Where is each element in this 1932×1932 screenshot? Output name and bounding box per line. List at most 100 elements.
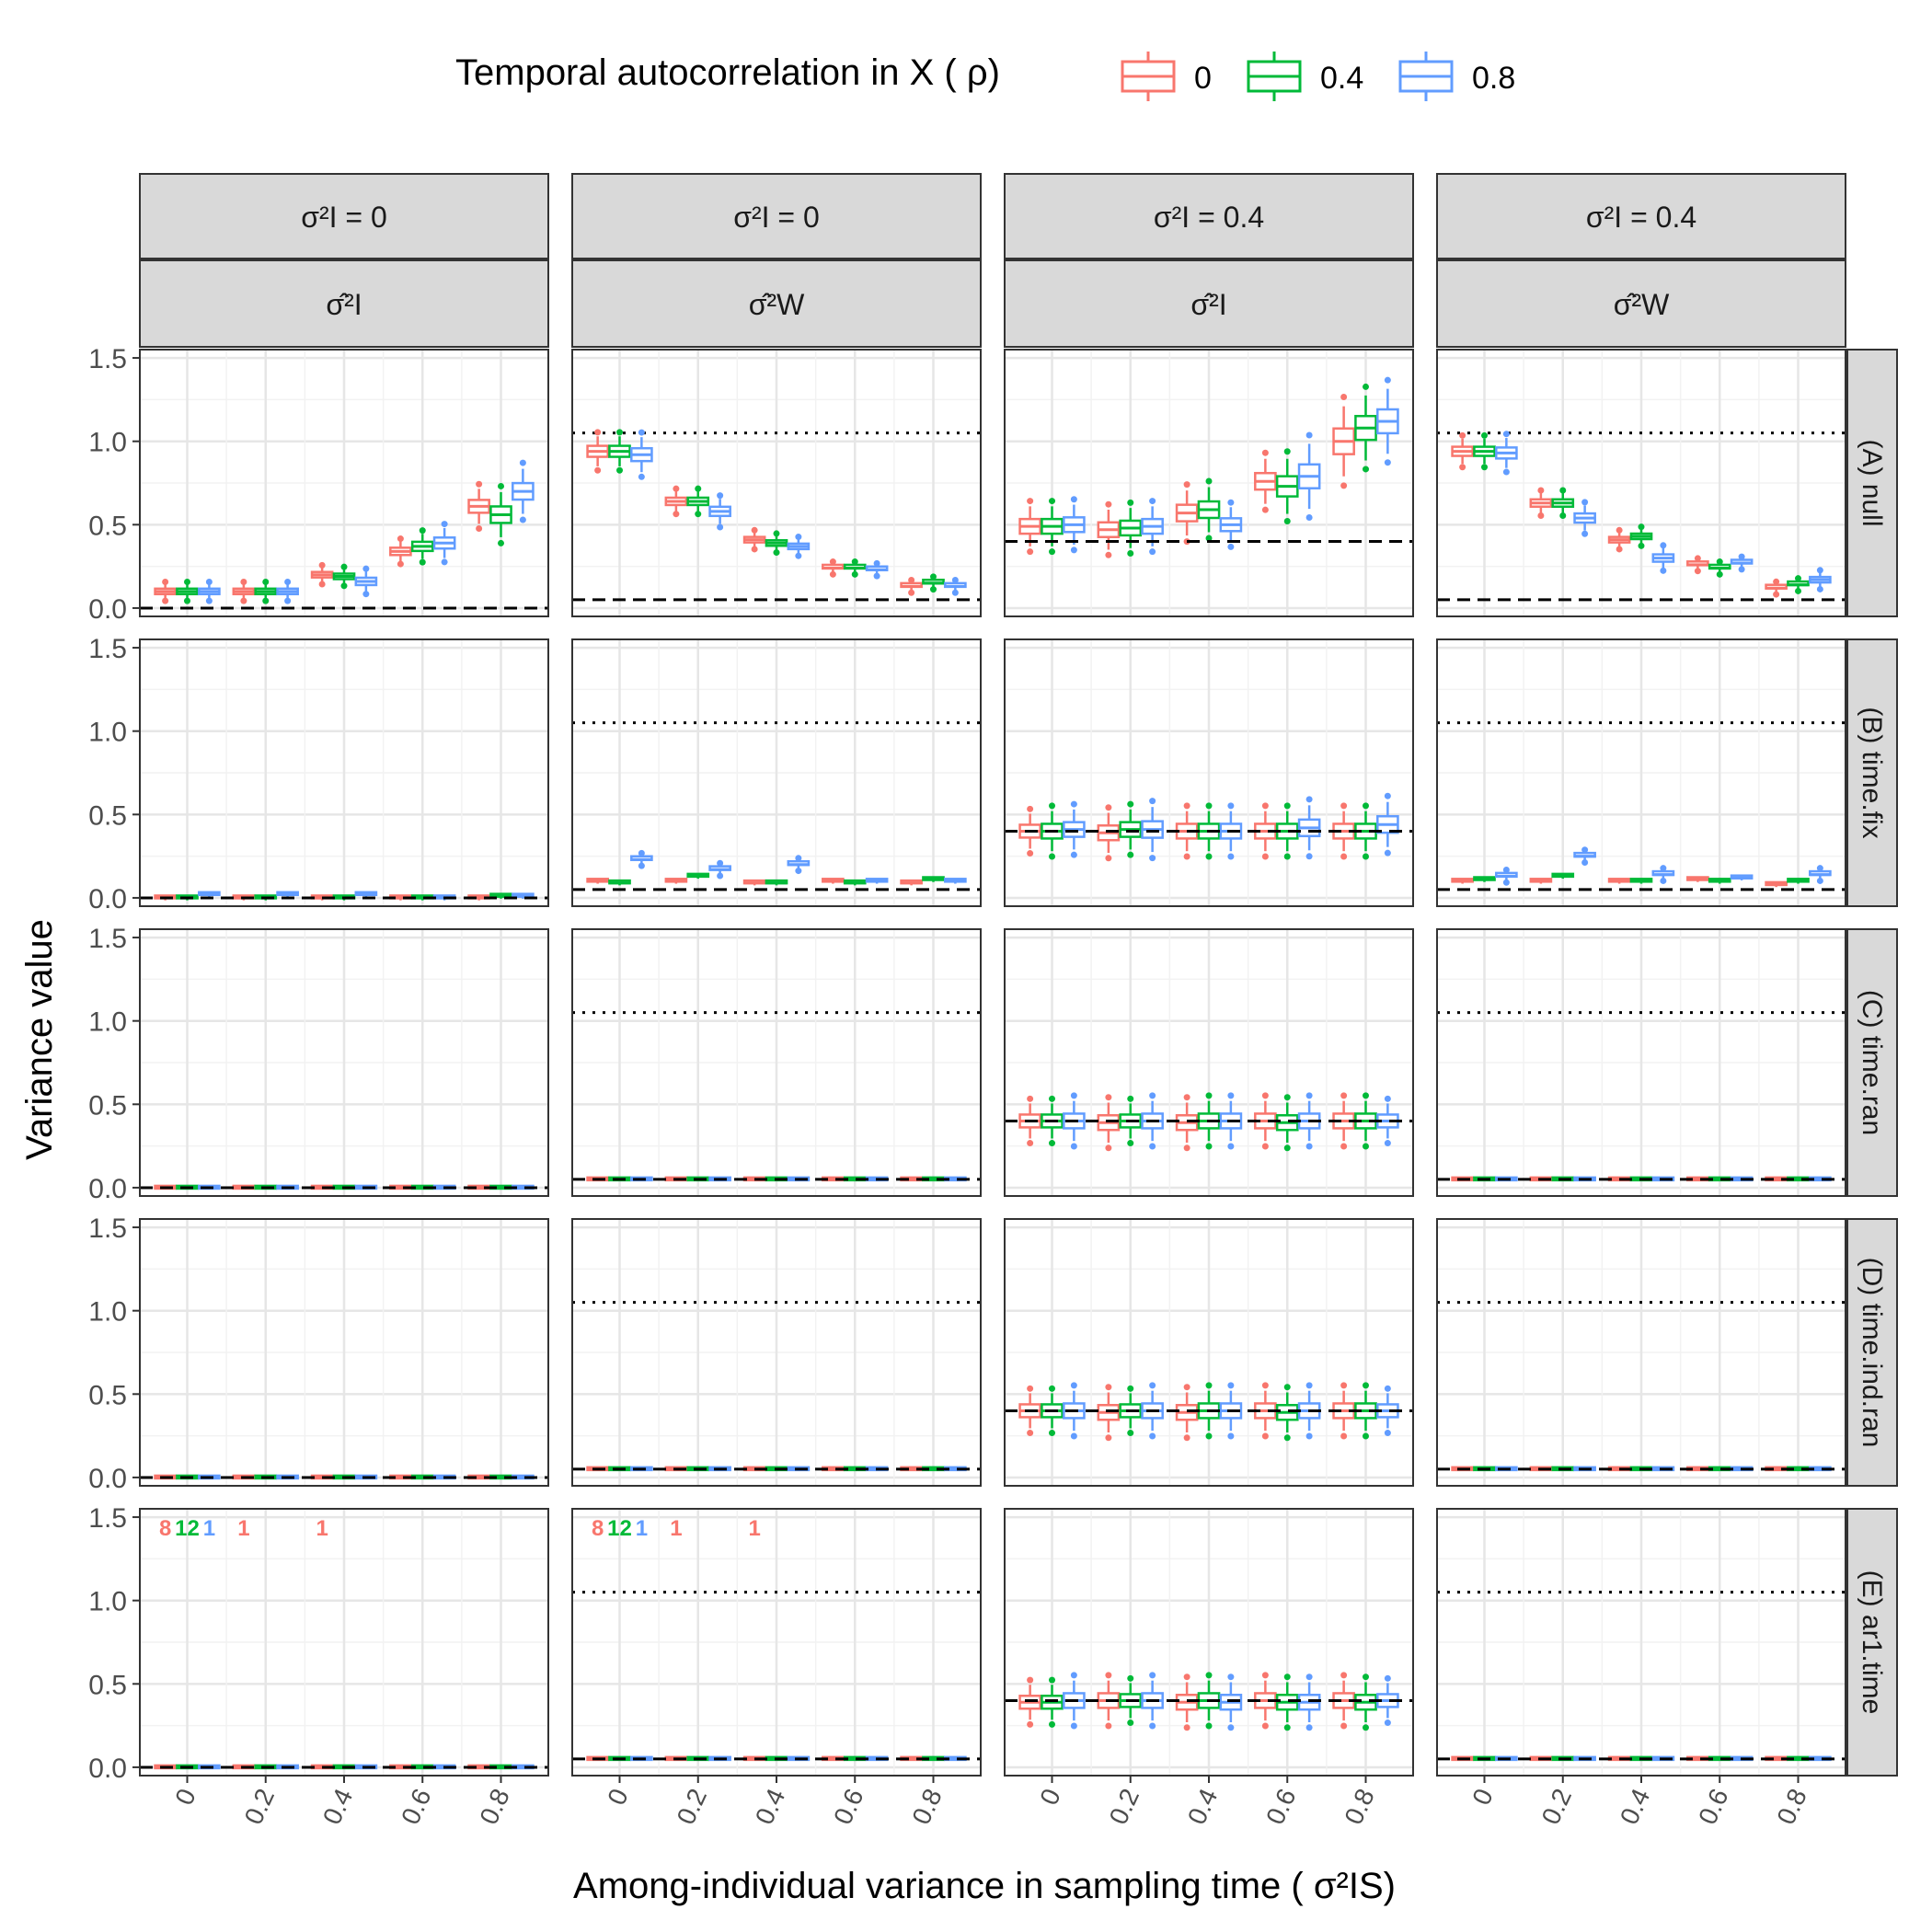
strip-estimate-1: [571, 259, 982, 348]
y-tick-label: 1.5: [88, 1503, 127, 1534]
panel-r0-c2: [1004, 349, 1414, 617]
panel-r3-c0: 0.0 0.5 1.0 1.5: [88, 1213, 549, 1494]
box-outlier: [1183, 481, 1190, 489]
box-outlier: [1384, 1095, 1391, 1102]
box-3-0: [822, 558, 845, 578]
box-outlier: [1794, 575, 1801, 582]
box-4-0: [467, 480, 490, 532]
box-outlier: [673, 511, 680, 518]
box-0-2: [1063, 1672, 1086, 1730]
box-outlier: [1070, 1672, 1077, 1679]
box-1-0: [664, 485, 688, 518]
panel-border: [571, 638, 982, 907]
box-outlier: [1340, 802, 1348, 810]
x-tick-label: 0: [169, 1784, 201, 1809]
strip-row-1: [1846, 638, 1898, 907]
x-tick-label: 0: [602, 1784, 634, 1809]
box-outlier: [1127, 1430, 1134, 1437]
box-outlier: [717, 492, 724, 500]
box-outlier: [873, 572, 880, 580]
legend-key-1: 0.4: [1247, 52, 1363, 101]
box-outlier: [284, 578, 292, 585]
box-4-0: [900, 879, 923, 886]
box-outlier: [1205, 1092, 1213, 1099]
box-0-0: [1018, 1676, 1041, 1728]
count-annotation: 1: [237, 1516, 249, 1541]
panel-r1-c2: [1004, 638, 1414, 907]
panel-r1-c0: 0.0 0.5 1.0 1.5: [88, 634, 549, 914]
x-tick-label: 0.4: [317, 1784, 359, 1828]
box-outlier: [1362, 1092, 1369, 1099]
box-outlier: [773, 549, 780, 557]
box-1-1: [1551, 872, 1575, 880]
box-2-2: [1219, 1673, 1243, 1731]
box-outlier: [519, 459, 526, 466]
y-tick-label: 1.0: [88, 428, 127, 458]
box-outlier: [1537, 487, 1545, 494]
box-outlier: [497, 482, 504, 489]
box-outlier: [1149, 1432, 1156, 1440]
box-outlier: [240, 578, 247, 585]
box-3-1: [1708, 558, 1731, 578]
box-outlier: [362, 591, 370, 598]
box-outlier: [1305, 1092, 1313, 1099]
box-outlier: [1660, 877, 1667, 884]
panel-r0-c1: [571, 349, 982, 617]
box-3-1: [843, 879, 867, 886]
box-outlier: [1227, 1382, 1235, 1389]
y-tick-label: 1.0: [88, 1297, 127, 1328]
box-outlier: [1638, 542, 1645, 549]
box-4-0: [900, 576, 923, 596]
box-outlier: [1305, 796, 1313, 803]
box-outlier: [1694, 555, 1701, 562]
box-4-2: [944, 576, 967, 596]
box-4-1: [1787, 878, 1810, 884]
box-outlier: [1205, 853, 1213, 860]
box-4-0: [1765, 578, 1788, 598]
box-outlier: [1149, 1382, 1156, 1389]
box-outlier: [1027, 1720, 1034, 1728]
box-outlier: [1149, 1722, 1156, 1730]
box-outlier: [1660, 542, 1667, 549]
box-outlier: [1384, 1430, 1391, 1437]
x-tick-label: 0.8: [1771, 1784, 1812, 1828]
strip-row-0: [1846, 349, 1898, 617]
box-1-2: [1141, 498, 1164, 556]
box-outlier: [616, 429, 624, 436]
box-4-1: [489, 892, 512, 899]
legend-key-label: 0.8: [1472, 61, 1515, 96]
box-outlier: [717, 523, 724, 531]
box-outlier: [1537, 512, 1545, 520]
box-outlier: [1261, 1722, 1269, 1730]
count-annotation: 1: [748, 1516, 760, 1541]
box-outlier: [1305, 1724, 1313, 1731]
box-outlier: [1616, 526, 1623, 534]
box-2-2: [1651, 542, 1675, 574]
box-outlier: [908, 589, 915, 596]
box-0-1: [1473, 431, 1496, 471]
box-4-2: [512, 459, 535, 523]
x-tick-label: 0: [1466, 1784, 1499, 1809]
box-0-2: [198, 578, 221, 604]
box-4-1: [1787, 575, 1810, 594]
box-outlier: [1581, 530, 1589, 537]
box-outlier: [1340, 1672, 1348, 1679]
y-tick-label: 1.5: [88, 634, 127, 664]
box-outlier: [1027, 1430, 1034, 1437]
box-outlier: [1127, 499, 1134, 506]
box-0-2: [1495, 431, 1518, 476]
box-outlier: [1205, 1382, 1213, 1389]
box-outlier: [1105, 804, 1112, 811]
box-outlier: [1127, 549, 1134, 557]
y-tick-label: 1.0: [88, 1587, 127, 1617]
box-0-2: [630, 849, 653, 869]
y-tick-label: 1.5: [88, 1213, 127, 1244]
box-outlier: [1261, 506, 1269, 513]
box-1-0: [232, 578, 256, 604]
strip-estimate-0: [139, 259, 549, 348]
y-tick-label: 0.0: [88, 594, 127, 625]
legend-key-label: 0: [1194, 61, 1212, 96]
box-outlier: [1227, 1724, 1235, 1731]
box-outlier: [795, 552, 802, 559]
box-outlier: [1070, 851, 1077, 858]
